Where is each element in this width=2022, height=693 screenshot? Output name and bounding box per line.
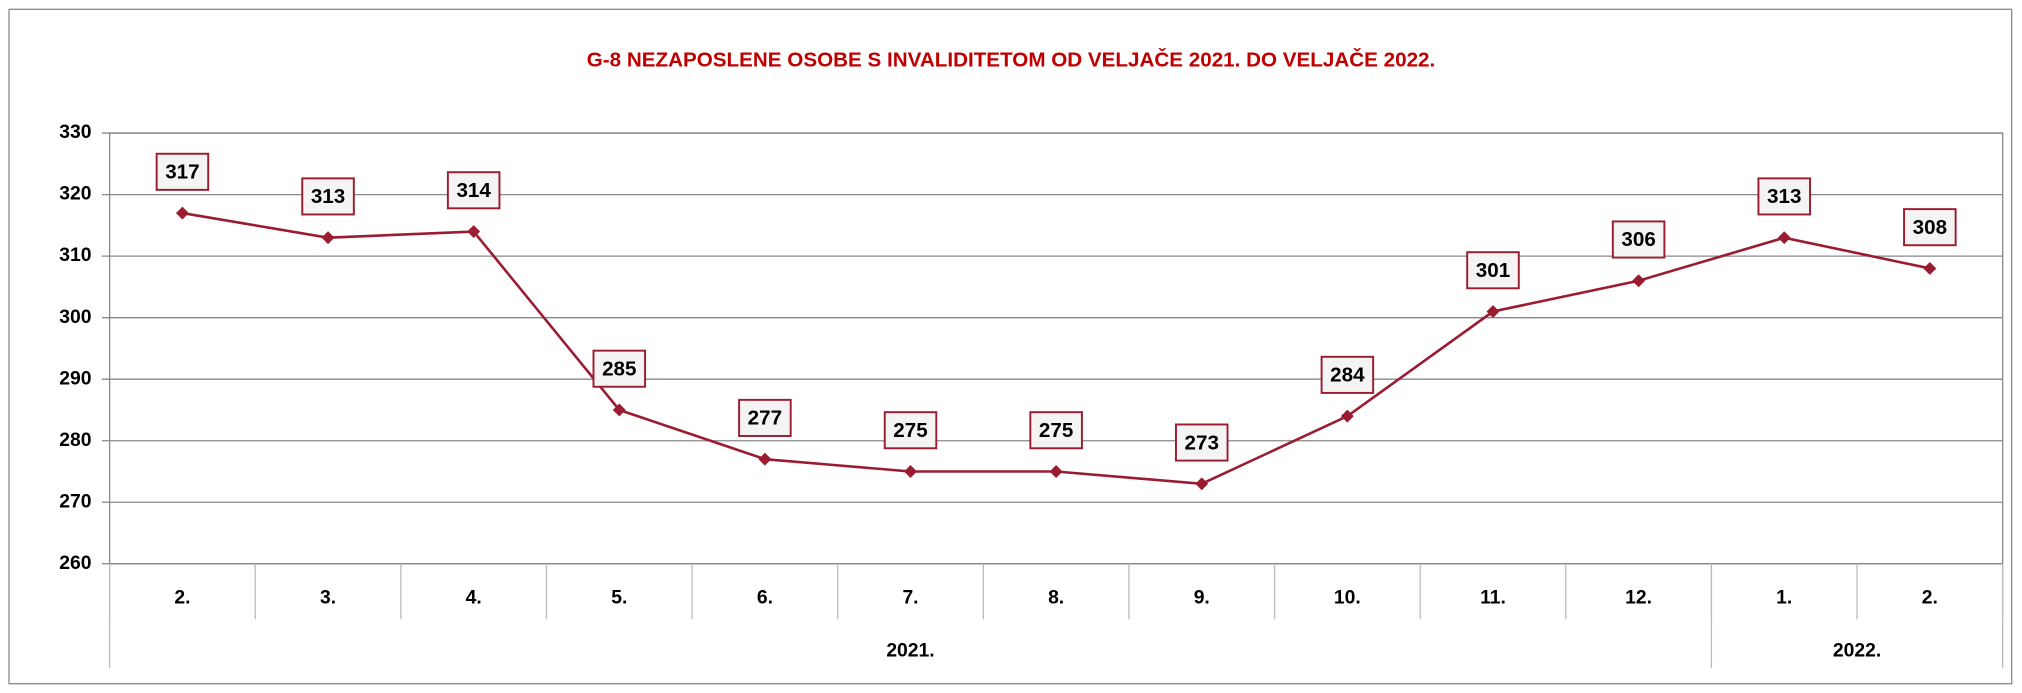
data-label: 273	[1185, 431, 1219, 454]
chart-title: G-8 NEZAPOSLENE OSOBE S INVALIDITETOM OD…	[587, 47, 1436, 71]
data-label-box	[738, 398, 792, 437]
y-tick-label: 270	[59, 490, 91, 512]
data-label: 277	[748, 407, 782, 430]
data-label: 314	[456, 179, 491, 202]
data-label: 308	[1913, 216, 1947, 239]
x-tick-label: 2.	[1922, 587, 1938, 609]
x-tick-label: 12.	[1625, 587, 1652, 609]
data-label-box	[301, 177, 355, 216]
y-tick-label: 320	[59, 183, 91, 205]
data-label-box	[155, 152, 210, 191]
y-tick-label: 290	[59, 367, 91, 389]
x-tick-label: 10.	[1334, 587, 1361, 609]
y-tick-label: 310	[59, 244, 91, 266]
x-tick-label: 3.	[320, 587, 336, 609]
group-label: 2021.	[886, 640, 934, 662]
marker	[1049, 465, 1063, 478]
x-tick-label: 6.	[757, 587, 773, 609]
y-tick-label: 260	[59, 552, 91, 574]
data-label-box	[1174, 423, 1229, 462]
data-label: 284	[1330, 364, 1365, 387]
data-label-box	[1903, 208, 1957, 247]
data-label-box	[883, 411, 938, 450]
x-tick-label: 4.	[466, 587, 482, 609]
data-label: 306	[1621, 228, 1655, 251]
marker	[758, 452, 772, 466]
data-label-box	[1320, 355, 1375, 394]
y-tick-label: 280	[59, 429, 91, 451]
data-label-box	[1466, 251, 1520, 290]
y-tick-label: 300	[59, 306, 91, 328]
x-tick-label: 5.	[611, 587, 627, 609]
plot-area	[108, 132, 2004, 565]
marker	[1632, 274, 1646, 288]
data-label-box	[592, 349, 647, 388]
data-label-box	[1757, 177, 1811, 216]
group-label: 2022.	[1833, 640, 1881, 662]
data-label: 317	[165, 161, 199, 184]
data-label-box	[446, 171, 501, 210]
marker	[175, 206, 189, 220]
data-label: 285	[602, 357, 636, 380]
data-label-box	[1029, 411, 1083, 450]
data-label: 275	[893, 419, 927, 442]
data-label: 301	[1476, 259, 1510, 282]
data-label: 313	[1767, 185, 1801, 208]
x-tick-label: 2.	[174, 587, 190, 609]
x-tick-label: 8.	[1048, 587, 1064, 609]
data-label: 313	[311, 185, 345, 208]
marker	[1486, 305, 1500, 318]
x-tick-label: 11.	[1480, 587, 1506, 609]
x-tick-label: 7.	[902, 587, 918, 609]
data-label: 275	[1039, 419, 1073, 442]
marker	[1777, 231, 1791, 245]
x-tick-label: 9.	[1194, 587, 1210, 609]
y-tick-label: 330	[59, 121, 91, 143]
marker	[904, 465, 917, 478]
data-label-box	[1611, 220, 1666, 259]
marker	[1195, 477, 1209, 491]
x-tick-label: 1.	[1776, 587, 1792, 609]
